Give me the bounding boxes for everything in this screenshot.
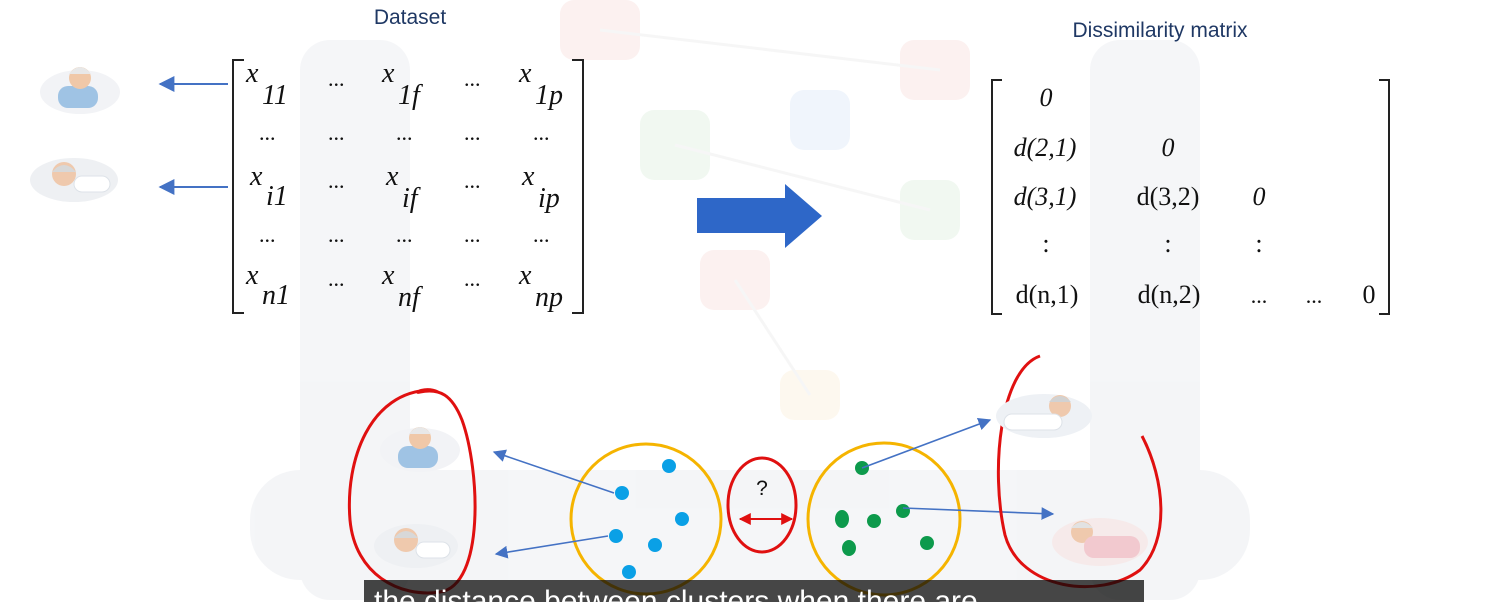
distance-question-mark: ? [756,477,768,500]
dataset-cell-subscript: i1 [266,181,288,212]
dataset-cell-subscript: 1f [398,80,423,111]
dissim-cell: 0 [1363,280,1376,309]
dataset-cell-ellipsis: ... [464,222,481,247]
point-to-patient-arrow [494,535,609,559]
cluster-point-blue [622,565,636,579]
dataset-cell-ellipsis: ... [396,222,413,247]
dissim-cell: : [1042,229,1049,258]
cluster-point-green [835,510,849,528]
dataset-cell-x: x [385,161,399,192]
cluster-point-blue [609,529,623,543]
dataset-cell-subscript: ip [538,183,560,214]
dataset-cell-x: x [245,58,259,89]
distance-question-loop [726,456,798,554]
dataset-cell-ellipsis: ... [464,266,481,291]
point-to-patient-arrow [902,507,1055,520]
dissim-cell: : [1255,229,1262,258]
dissim-cell: 0 [1253,182,1266,211]
dataset-cell-ellipsis: ... [328,168,345,193]
dataset-right-bracket [572,59,584,314]
dissim-cell: ... [1251,283,1268,308]
dissim-cell: d(n,1) [1016,280,1079,309]
cluster-point-green [920,536,934,550]
cluster-point-blue [615,486,629,500]
dataset-cell-ellipsis: ... [328,120,345,145]
dataset-matrix: x 11 ... x 1f ... x 1p ... ... ... ... .… [245,58,563,313]
dataset-left-bracket [232,59,244,314]
dataset-cell-ellipsis: ... [533,120,550,145]
dataset-cell-subscript: if [402,183,421,214]
dataset-cell-subscript: 11 [262,80,288,111]
dissim-cell: : [1164,229,1171,258]
dataset-cell-ellipsis: ... [328,222,345,247]
dataset-cell-x: x [518,58,532,89]
dissim-cell: 0 [1162,133,1175,162]
dissim-cell: d(3,2) [1137,182,1200,211]
dataset-cell-x: x [249,161,263,192]
dataset-cell-x: x [381,260,395,291]
dataset-cell-ellipsis: ... [533,222,550,247]
cluster-point-green [896,504,910,518]
dataset-cell-ellipsis: ... [464,66,481,91]
dataset-cell-subscript: nf [398,282,423,313]
dataset-cell-subscript: n1 [262,280,290,311]
dissim-cell: ... [1306,283,1323,308]
patient-lying-icon [996,394,1092,438]
cluster-point-blue [648,538,662,552]
cluster-point-green [842,540,856,556]
dataset-cell-ellipsis: ... [259,120,276,145]
cluster-point-blue [675,512,689,526]
cluster-point-green [867,514,881,528]
dataset-cell-x: x [518,260,532,291]
cluster-point-blue [662,459,676,473]
transform-arrow [697,184,822,248]
dissimilarity-title: Dissimilarity matrix [1073,19,1248,42]
dissim-cell: d(2,1) [1014,133,1077,162]
point-to-patient-arrow [492,449,615,494]
dataset-cell-x: x [245,260,259,291]
patient-elderly-man-icon [30,158,118,202]
dataset-cell-subscript: 1p [535,80,563,111]
dataset-cell-ellipsis: ... [396,120,413,145]
dissimilarity-right-bracket [1379,79,1390,315]
dissimilarity-matrix: 0 d(2,1) 0 d(3,1) d(3,2) 0 : : : d(n,1) … [1014,83,1376,309]
patient-elderly-woman-icon [40,67,120,114]
dataset-cell-subscript: np [535,282,563,313]
dataset-cell-ellipsis: ... [328,266,345,291]
dataset-cell-ellipsis: ... [464,168,481,193]
dataset-cell-x: x [521,161,535,192]
dataset-cell-ellipsis: ... [328,66,345,91]
dataset-cell-x: x [381,58,395,89]
dataset-title: Dataset [374,6,447,29]
patient-elderly-man-icon [374,524,458,568]
dissimilarity-left-bracket [991,79,1002,315]
dissim-cell: d(n,2) [1138,280,1201,309]
dissim-cell: d(3,1) [1014,182,1077,211]
patient-reclining-icon [1052,518,1148,566]
dataset-cell-ellipsis: ... [259,222,276,247]
dataset-cell-ellipsis: ... [464,120,481,145]
dissim-cell: 0 [1040,83,1053,112]
patient-elderly-woman-icon [380,427,460,472]
video-caption: the distance between clusters when there… [364,580,1144,602]
point-to-patient-arrow [861,418,992,469]
